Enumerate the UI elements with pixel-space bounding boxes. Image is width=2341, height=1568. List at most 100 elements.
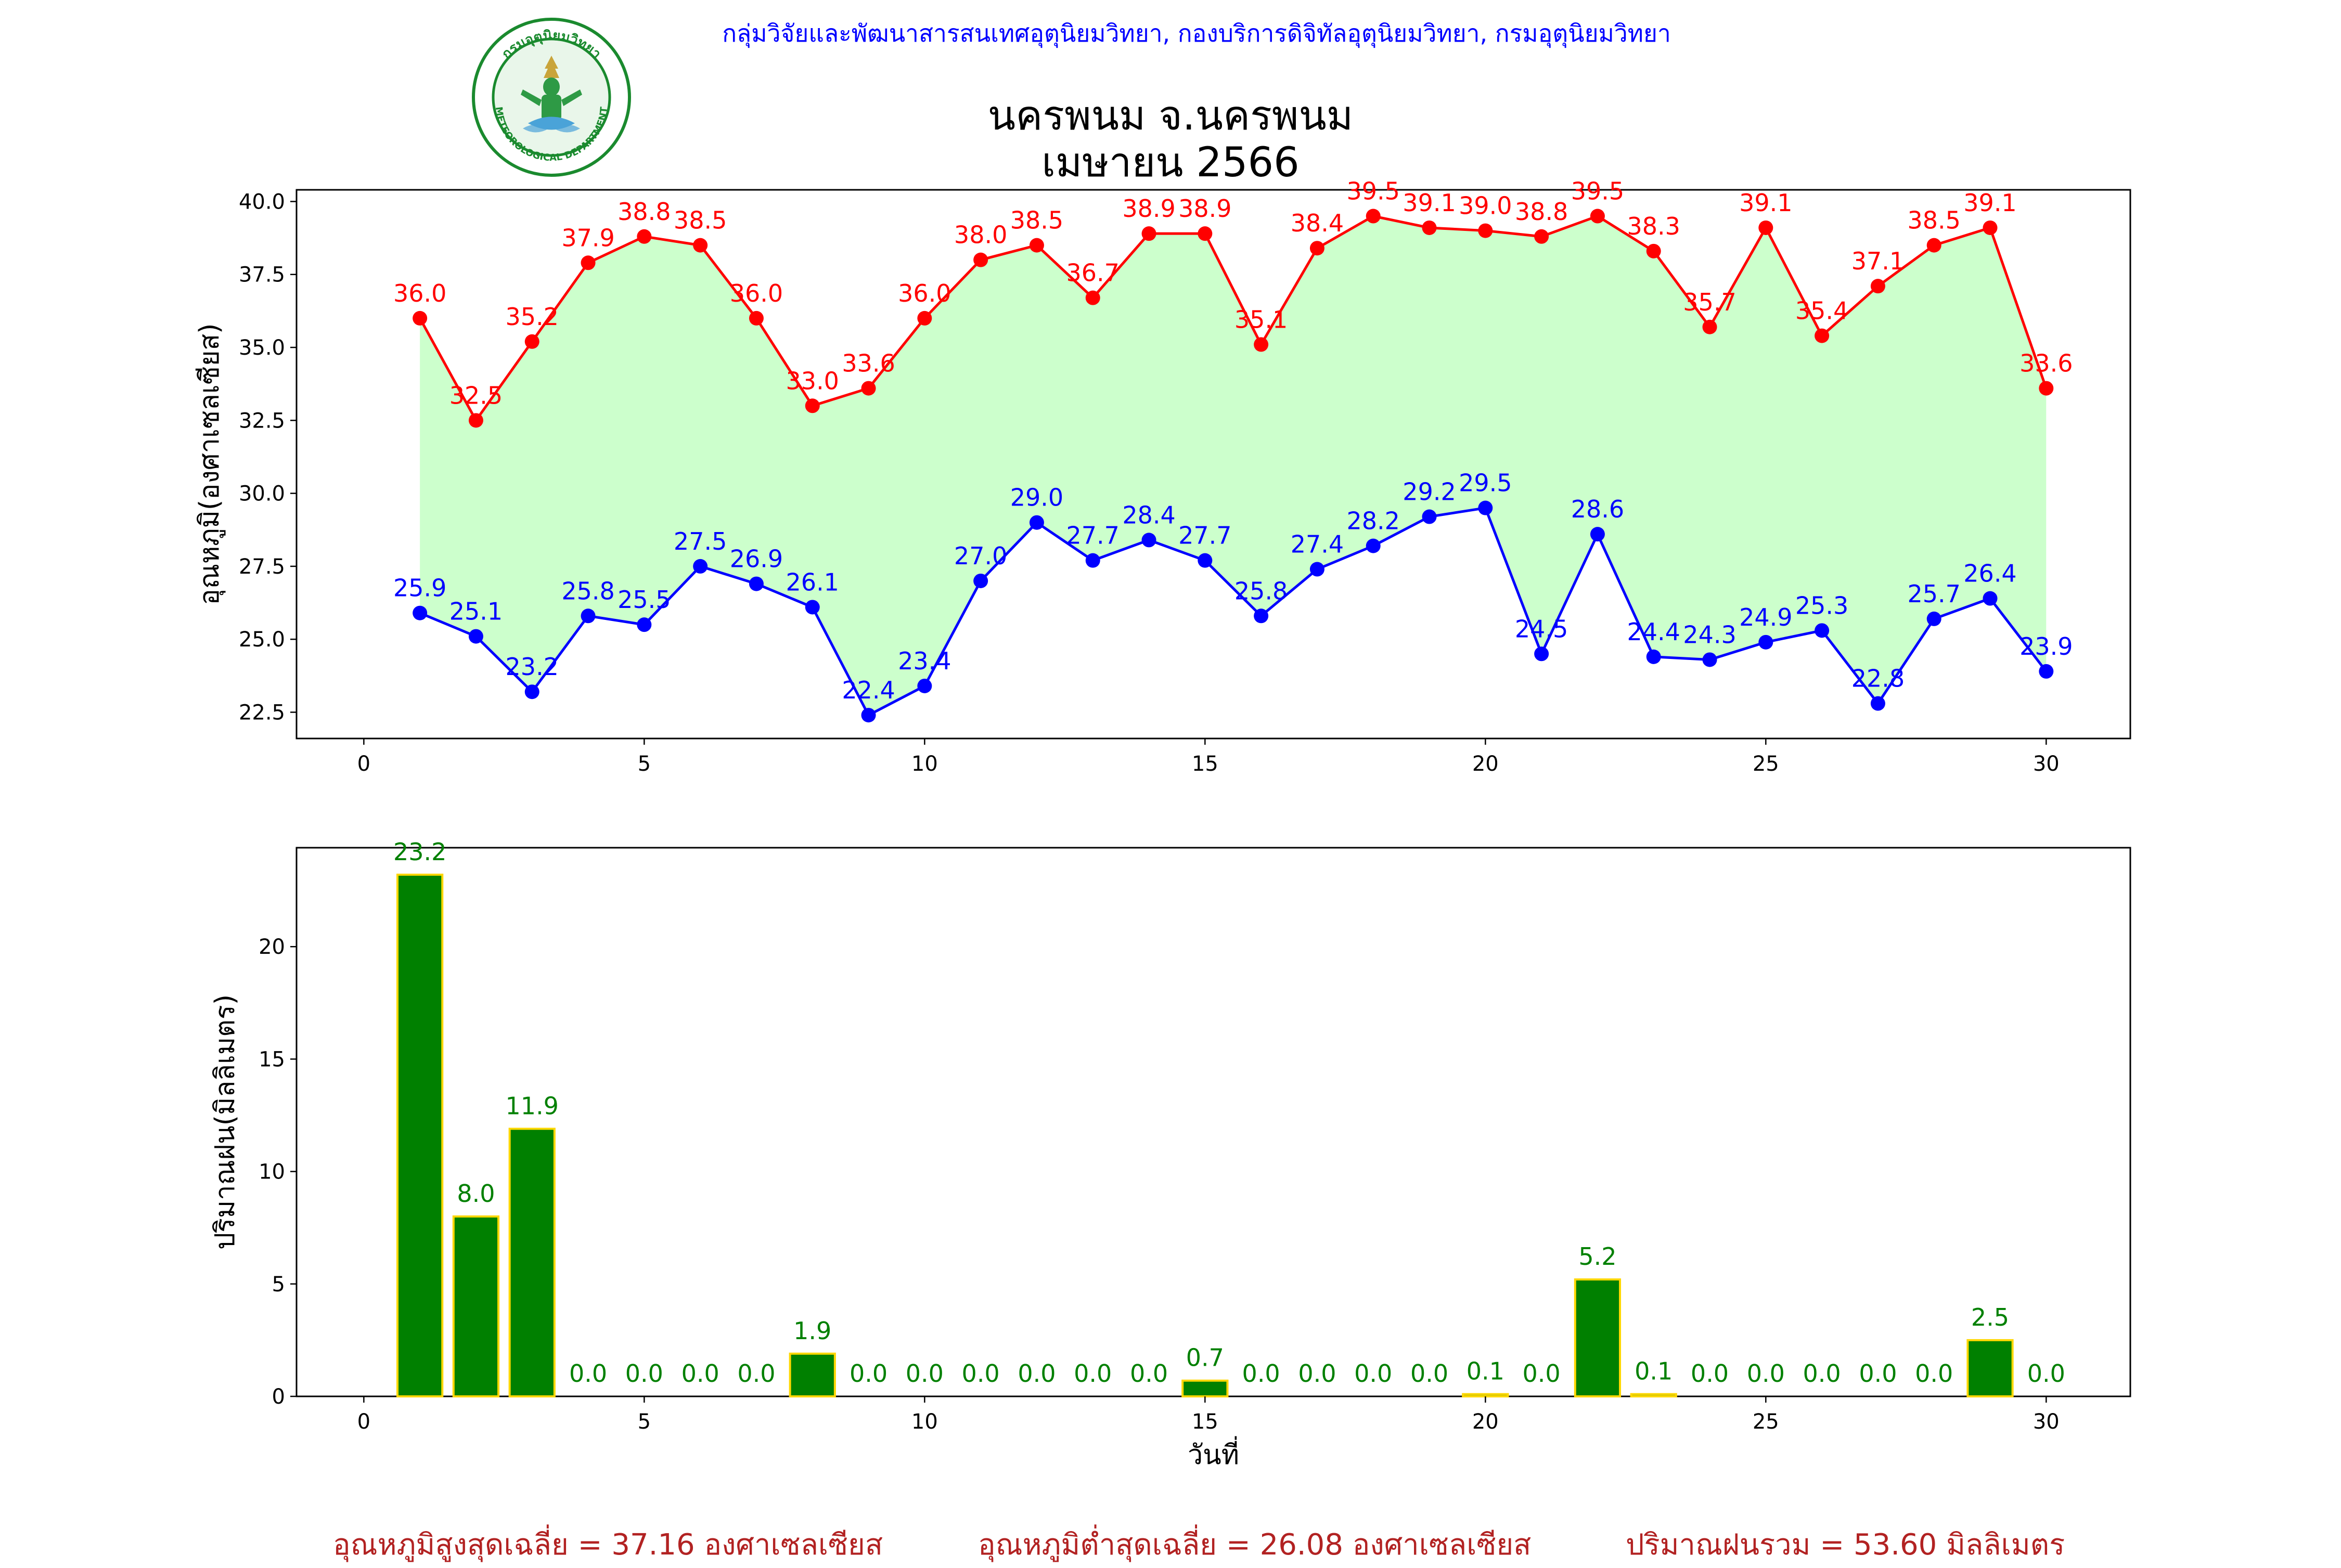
max-temperature-data-label: 39.1 bbox=[1403, 189, 1456, 217]
min-temperature-data-label: 28.6 bbox=[1571, 495, 1624, 523]
summary-footer: อุณหภูมิสูงสุดเฉลี่ย = 37.16 องศาเซลเซีย… bbox=[0, 1521, 2341, 1568]
rainfall-data-label: 0.0 bbox=[906, 1359, 944, 1388]
min-temperature-data-label: 27.7 bbox=[1178, 522, 1231, 550]
rainfall-data-label: 0.0 bbox=[625, 1359, 663, 1388]
rainfall-data-label: 0.0 bbox=[962, 1359, 1000, 1388]
min-temperature-point bbox=[973, 573, 988, 588]
temperature-y-axis-label: อุณหภูมิ(องศาเซลเซียส) bbox=[194, 323, 226, 605]
max-temperature-point bbox=[1983, 220, 1998, 235]
temperature-chart: 0 5 10 15 20 25 30 22.5 25.0 27.5 30.0 32.5 35.0 37.5… bbox=[194, 177, 2131, 776]
min-temperature-point bbox=[581, 608, 596, 624]
min-temperature-data-label: 24.4 bbox=[1627, 618, 1680, 646]
min-temperature-point bbox=[1478, 500, 1493, 515]
y-tick-label: 40.0 bbox=[239, 190, 285, 214]
rainfall-data-label: 0.0 bbox=[1130, 1359, 1168, 1388]
max-temperature-point bbox=[693, 238, 708, 253]
min-temperature-data-label: 23.9 bbox=[2020, 632, 2073, 660]
min-temperature-data-label: 22.8 bbox=[1851, 665, 1905, 693]
rainfall-bar bbox=[1574, 1278, 1622, 1397]
min-temperature-data-label: 26.9 bbox=[730, 545, 783, 573]
chart-title-month: เมษายน 2566 bbox=[1041, 139, 1300, 186]
max-temperature-data-label: 38.5 bbox=[674, 206, 727, 235]
rainfall-bar bbox=[452, 1215, 500, 1398]
avg-max-summary: อุณหภูมิสูงสุดเฉลี่ย = 37.16 องศาเซลเซีย… bbox=[333, 1528, 883, 1562]
rainfall-bar bbox=[789, 1352, 836, 1398]
rainfall-data-label: 0.1 bbox=[1467, 1357, 1504, 1385]
min-temperature-data-label: 29.0 bbox=[1010, 484, 1063, 512]
max-temperature-data-label: 39.5 bbox=[1347, 177, 1400, 205]
min-temperature-point bbox=[1983, 591, 1998, 606]
rainfall-data-label: 0.0 bbox=[1915, 1359, 1953, 1388]
rainfall-data-label: 0.7 bbox=[1186, 1344, 1224, 1372]
min-temperature-point bbox=[1926, 611, 1941, 626]
rainfall-data-label: 0.0 bbox=[1803, 1359, 1841, 1388]
min-temperature-data-label: 26.4 bbox=[1963, 560, 2016, 588]
max-temperature-point bbox=[973, 252, 988, 267]
rainfall-data-label: 0.1 bbox=[1635, 1357, 1673, 1385]
max-temperature-point bbox=[805, 398, 820, 413]
rainfall-data-label: 0.0 bbox=[1298, 1359, 1336, 1388]
x-tick-label: 5 bbox=[638, 1410, 651, 1434]
max-temperature-point bbox=[1309, 241, 1324, 256]
max-temperature-point bbox=[749, 310, 764, 326]
min-temperature-point bbox=[1141, 533, 1156, 548]
min-temperature-point bbox=[1590, 527, 1605, 542]
min-temperature-point bbox=[524, 684, 539, 699]
chart-title-station: นครพนม จ.นครพนม bbox=[987, 93, 1354, 139]
max-temperature-point bbox=[1815, 328, 1830, 343]
rainfall-data-label: 23.2 bbox=[393, 838, 446, 866]
temperature-plot-frame bbox=[295, 189, 2131, 740]
x-tick-label: 10 bbox=[911, 1410, 938, 1434]
min-temperature-point bbox=[1646, 649, 1661, 664]
max-temperature-data-label: 39.0 bbox=[1459, 192, 1512, 220]
temperature-range-fill bbox=[420, 216, 2047, 716]
min-temperature-data-label: 28.2 bbox=[1347, 507, 1400, 535]
max-temperature-point bbox=[861, 381, 876, 396]
rainfall-bar bbox=[1966, 1339, 2014, 1398]
min-temperature-point bbox=[1309, 562, 1324, 577]
min-temperature-point bbox=[749, 576, 764, 591]
min-temperature-data-label: 29.2 bbox=[1403, 478, 1456, 506]
rainfall-bar bbox=[1462, 1393, 1509, 1398]
rainfall-bar bbox=[1181, 1379, 1229, 1398]
rainfall-data-label: 2.5 bbox=[1971, 1303, 2009, 1331]
department-logo: กรมอุตุนิยมวิทยา METEOROLOGICAL DEPARTME… bbox=[472, 18, 631, 177]
max-temperature-point bbox=[1702, 319, 1717, 334]
min-temperature-point bbox=[1198, 553, 1213, 568]
y-tick-label: 22.5 bbox=[239, 701, 285, 724]
rainfall-data-label: 0.0 bbox=[2027, 1359, 2065, 1388]
min-temperature-point bbox=[2039, 664, 2054, 679]
x-tick-label: 15 bbox=[1192, 1410, 1218, 1434]
min-temperature-point bbox=[1085, 553, 1100, 568]
rainfall-data-label: 5.2 bbox=[1578, 1242, 1616, 1271]
rainfall-data-label: 0.0 bbox=[1523, 1359, 1561, 1388]
x-tick-label: 0 bbox=[357, 752, 370, 776]
organization-header: กลุ่มวิจัยและพัฒนาสารสนเทศอุตุนิยมวิทยา,… bbox=[722, 19, 1671, 47]
x-tick-label: 30 bbox=[2033, 752, 2060, 776]
max-temperature-data-label: 36.0 bbox=[393, 279, 446, 307]
rainfall-data-label: 0.0 bbox=[737, 1359, 775, 1388]
max-temperature-data-label: 39.5 bbox=[1571, 177, 1624, 205]
max-temperature-data-label: 33.6 bbox=[842, 349, 895, 378]
rainfall-data-label: 0.0 bbox=[1354, 1359, 1392, 1388]
max-temperature-data-label: 38.9 bbox=[1122, 195, 1175, 223]
max-temperature-point bbox=[1926, 238, 1941, 253]
max-temperature-point bbox=[637, 229, 652, 244]
rainfall-data-label: 8.0 bbox=[457, 1180, 495, 1208]
min-temperature-data-label: 23.4 bbox=[898, 647, 951, 675]
max-temperature-point bbox=[2039, 381, 2054, 396]
min-temperature-data-label: 28.4 bbox=[1122, 501, 1175, 529]
rainfall-data-label: 0.0 bbox=[1242, 1359, 1280, 1388]
max-temperature-point bbox=[1085, 290, 1100, 305]
min-temperature-data-label: 26.1 bbox=[786, 568, 839, 596]
min-temperature-point bbox=[1815, 623, 1830, 638]
min-temperature-data-label: 25.8 bbox=[561, 577, 614, 605]
min-temperature-data-label: 25.1 bbox=[449, 598, 503, 626]
max-temperature-point bbox=[524, 334, 539, 349]
min-temperature-data-label: 25.7 bbox=[1907, 580, 1960, 608]
min-temperature-data-label: 25.5 bbox=[618, 586, 671, 614]
min-temperature-line bbox=[419, 506, 2048, 717]
min-temperature-point bbox=[917, 678, 932, 693]
max-temperature-point bbox=[917, 310, 932, 326]
max-temperature-point bbox=[1590, 209, 1605, 224]
